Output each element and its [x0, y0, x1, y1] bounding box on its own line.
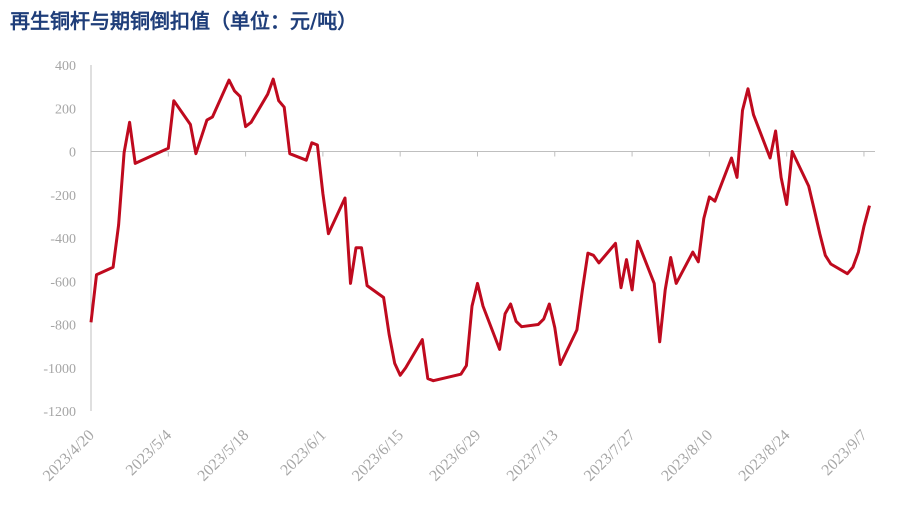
x-tick-label: 2023/6/29	[426, 427, 484, 485]
x-tick-label: 2023/4/20	[40, 427, 98, 485]
x-tick-label: 2023/9/7	[819, 427, 871, 479]
y-tick-label: -200	[50, 189, 76, 204]
data-line	[89, 77, 871, 383]
y-tick-label: 0	[69, 146, 76, 161]
y-tick-label: 200	[55, 102, 76, 117]
y-tick-label: -400	[50, 232, 76, 247]
x-tick-label: 2023/8/10	[658, 427, 716, 485]
chart-title: 再生铜杆与期铜倒扣值（单位：元/吨）	[10, 9, 357, 33]
y-tick-label: -600	[50, 275, 76, 290]
y-tick-label: -1000	[43, 362, 76, 377]
y-tick-label: 400	[55, 59, 76, 74]
y-tick-label: -1200	[43, 405, 76, 420]
x-tick-label: 2023/7/27	[581, 427, 639, 485]
x-tick-label: 2023/8/24	[736, 427, 794, 485]
y-tick-label: -800	[50, 319, 76, 334]
x-tick-label: 2023/6/15	[349, 427, 407, 485]
x-tick-label: 2023/6/1	[277, 427, 329, 479]
x-tick-label: 2023/7/13	[504, 427, 562, 485]
x-tick-label: 2023/5/4	[123, 427, 175, 479]
x-tick-label: 2023/5/18	[195, 427, 253, 485]
